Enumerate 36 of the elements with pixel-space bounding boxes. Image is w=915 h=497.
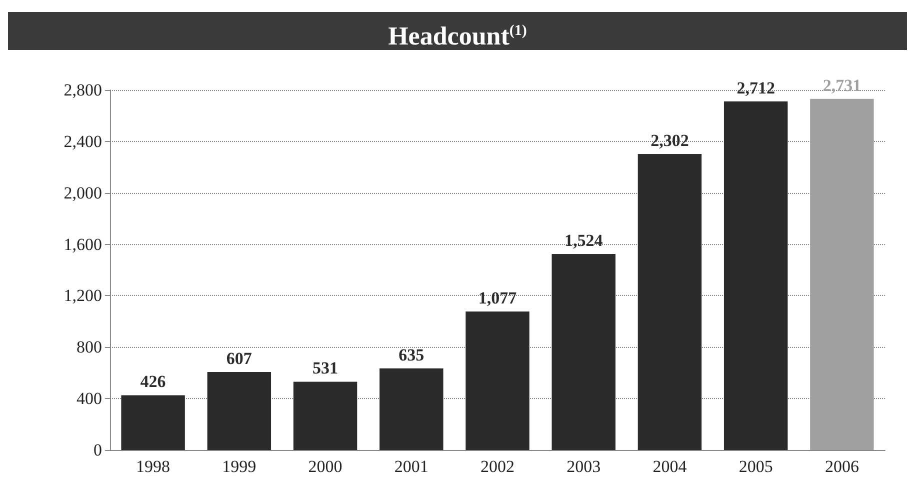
y-tick-label: 2,400 [64, 132, 102, 151]
y-tick-label: 800 [76, 338, 102, 357]
x-tick-label: 1998 [136, 457, 170, 476]
data-label: 607 [226, 348, 252, 368]
bar [380, 368, 444, 450]
y-tick-label: 0 [94, 440, 102, 460]
x-tick-label: 2000 [308, 457, 342, 476]
bar [207, 372, 272, 450]
data-label: 635 [398, 345, 424, 364]
x-tick-label: 2003 [566, 457, 601, 476]
data-label: 2,731 [822, 76, 862, 95]
x-tick-label: 2001 [394, 457, 428, 476]
bar [293, 382, 358, 450]
y-tick-label: 1,200 [64, 286, 102, 306]
bar [466, 312, 530, 450]
data-label: 426 [140, 372, 166, 392]
x-tick-label: 2002 [480, 457, 514, 476]
bar [724, 101, 788, 450]
bar [552, 254, 616, 450]
data-label: 2,302 [650, 131, 689, 150]
data-label: 1,077 [478, 288, 518, 308]
x-tick-label: 2005 [738, 457, 773, 476]
y-tick-label: 1,600 [64, 234, 102, 254]
y-tick-label: 2,000 [64, 183, 102, 202]
y-tick-label: 2,800 [64, 80, 102, 100]
x-tick-label: 2006 [824, 457, 859, 476]
data-label: 2,712 [736, 78, 775, 98]
x-tick-label: 2004 [652, 457, 688, 476]
bar [638, 154, 702, 450]
chart-title: Headcount$^{(1)}$ [8, 12, 907, 51]
data-label: 531 [312, 358, 338, 378]
data-label: 1,524 [564, 231, 604, 250]
bar [810, 98, 874, 450]
bar [121, 395, 185, 450]
y-tick-label: 400 [76, 389, 102, 408]
x-tick-label: 1999 [222, 457, 256, 476]
